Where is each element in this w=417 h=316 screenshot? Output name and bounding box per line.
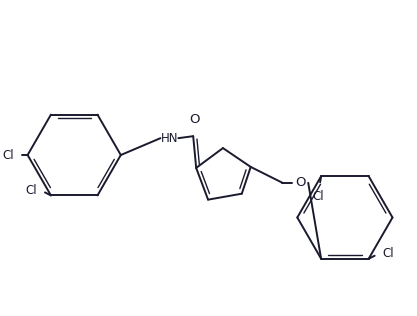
Text: Cl: Cl (25, 184, 37, 197)
Text: HN: HN (161, 132, 178, 145)
Text: Cl: Cl (382, 247, 394, 260)
Text: O: O (295, 176, 306, 189)
Text: Cl: Cl (2, 149, 14, 161)
Text: Cl: Cl (312, 190, 324, 203)
Text: O: O (189, 113, 199, 126)
